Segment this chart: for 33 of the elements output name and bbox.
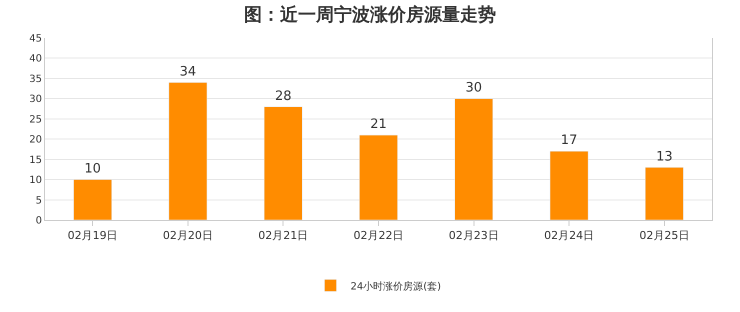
x-tick-label: 02月21日 xyxy=(258,229,308,242)
data-label: 13 xyxy=(656,149,673,164)
data-label: 28 xyxy=(274,88,292,104)
bar xyxy=(359,134,398,220)
y-tick-label: 45 xyxy=(29,34,42,44)
y-tick-label: 15 xyxy=(29,154,42,166)
y-tick-label: 35 xyxy=(29,74,42,85)
x-tick-label: 02月25日 xyxy=(639,229,690,242)
x-tick-label: 02月19日 xyxy=(68,229,118,242)
y-tick-label: 10 xyxy=(29,175,42,186)
bar xyxy=(454,98,494,220)
data-label: 21 xyxy=(370,117,387,132)
data-label: 17 xyxy=(560,133,578,148)
x-tick-label: 02月24日 xyxy=(544,229,594,242)
data-label: 10 xyxy=(84,162,101,177)
bar xyxy=(73,179,112,220)
legend-label: 24小时涨价房源(套) xyxy=(350,280,442,292)
x-tick-label: 02月23日 xyxy=(448,229,499,242)
bar xyxy=(264,106,303,220)
y-tick-label: 30 xyxy=(29,94,42,106)
data-label: 30 xyxy=(466,80,482,96)
y-tick-label: 25 xyxy=(29,114,42,126)
bar xyxy=(168,82,208,220)
bar xyxy=(645,167,684,220)
y-tick-label: 20 xyxy=(29,134,42,146)
chart-title: 图：近一周宁波涨价房源量走势 xyxy=(244,4,496,26)
y-tick-label: 0 xyxy=(36,216,42,226)
data-label: 34 xyxy=(180,64,196,80)
y-tick-label: 5 xyxy=(36,195,42,206)
bar xyxy=(550,150,588,220)
x-tick-label: 02月22日 xyxy=(354,229,404,242)
x-tick-label: 02月20日 xyxy=(162,229,213,242)
y-tick-label: 40 xyxy=(29,54,42,65)
